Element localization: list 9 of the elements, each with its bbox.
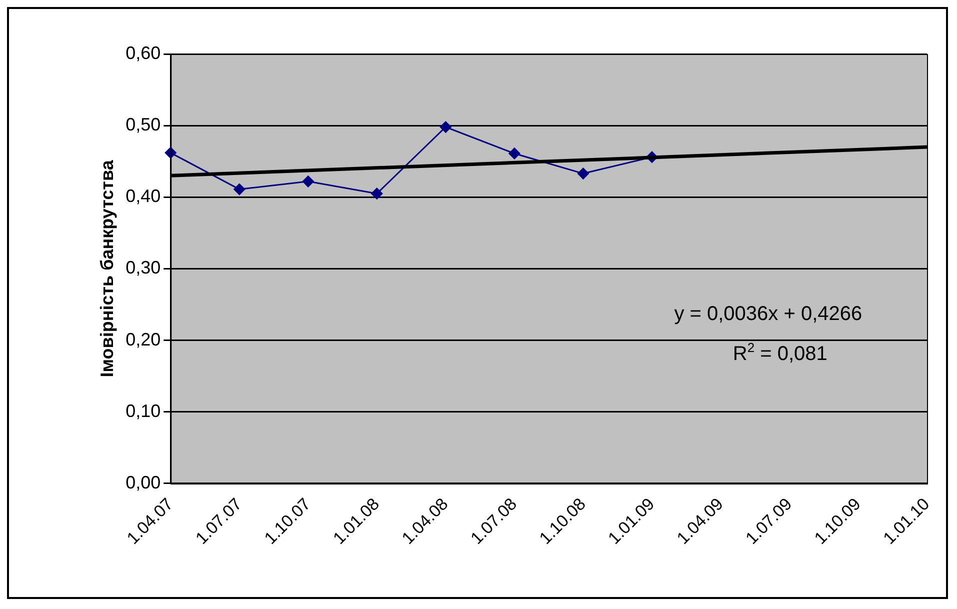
y-tick-label: 0,40 xyxy=(126,186,161,206)
y-tick-label: 0,50 xyxy=(126,114,161,135)
y-tick-label: 0,20 xyxy=(126,329,161,350)
annotation: y = 0,0036x + 0,4266 xyxy=(674,303,862,325)
y-tick-label: 0,00 xyxy=(126,472,161,492)
y-axis-title: Імовірність банкрутства xyxy=(96,159,117,378)
y-tick-label: 0,60 xyxy=(126,42,161,63)
y-tick-label: 0,30 xyxy=(126,258,161,278)
y-tick-label: 0,10 xyxy=(126,400,161,421)
